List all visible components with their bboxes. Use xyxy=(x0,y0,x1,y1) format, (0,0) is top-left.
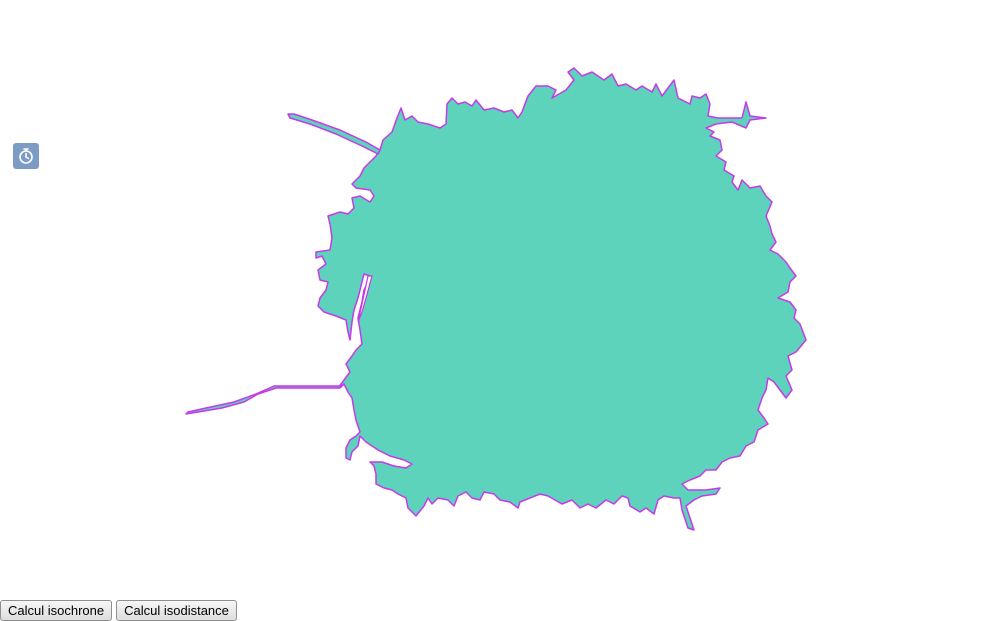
isochrone-layer xyxy=(185,67,807,531)
map-view[interactable] xyxy=(0,0,992,598)
calculation-toolbar: Calcul isochrone Calcul isodistance xyxy=(0,600,237,621)
calcul-isodistance-button[interactable]: Calcul isodistance xyxy=(116,600,237,621)
isochrone-inner-gap xyxy=(357,275,373,323)
isochrone-tool-button[interactable] xyxy=(13,143,39,169)
calcul-isochrone-button[interactable]: Calcul isochrone xyxy=(0,600,113,621)
isochrone-polygon xyxy=(315,67,807,531)
isochrone-road-arm-w xyxy=(185,383,345,415)
stopwatch-icon xyxy=(19,148,33,164)
isochrone-road-arm-nw xyxy=(287,113,381,155)
